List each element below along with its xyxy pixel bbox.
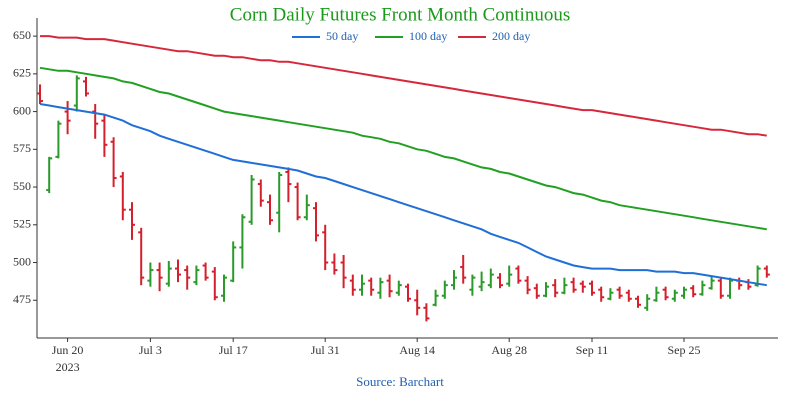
x-tick-label: Jun 20: [52, 343, 84, 357]
x-tick-label: Aug 28: [491, 343, 527, 357]
x-tick-label: Jul 17: [219, 343, 248, 357]
legend-label: 50 day: [326, 29, 358, 43]
x-year-label: 2023: [56, 360, 80, 374]
source-note: Source: Barchart: [356, 374, 444, 389]
y-tick-label: 575: [13, 141, 31, 155]
legend-label: 100 day: [409, 29, 447, 43]
ma-line: [40, 35, 767, 137]
x-tick-label: Jul 31: [311, 343, 340, 357]
ma-line: [39, 103, 767, 287]
y-tick-label: 525: [13, 217, 31, 231]
y-tick-label: 625: [13, 66, 31, 80]
y-tick-label: 650: [13, 28, 31, 42]
x-tick-label: Sep 11: [576, 343, 609, 357]
ma-line: [39, 66, 767, 231]
x-tick-label: Sep 25: [668, 343, 701, 357]
y-tick-label: 550: [13, 179, 31, 193]
chart-title: Corn Daily Futures Front Month Continuou…: [230, 4, 570, 25]
x-tick-label: Jul 3: [139, 343, 162, 357]
y-tick-label: 500: [13, 254, 31, 268]
y-tick-label: 475: [13, 292, 31, 306]
x-tick-label: Aug 14: [399, 343, 435, 357]
legend-label: 200 day: [492, 29, 530, 43]
y-tick-label: 600: [13, 103, 31, 117]
